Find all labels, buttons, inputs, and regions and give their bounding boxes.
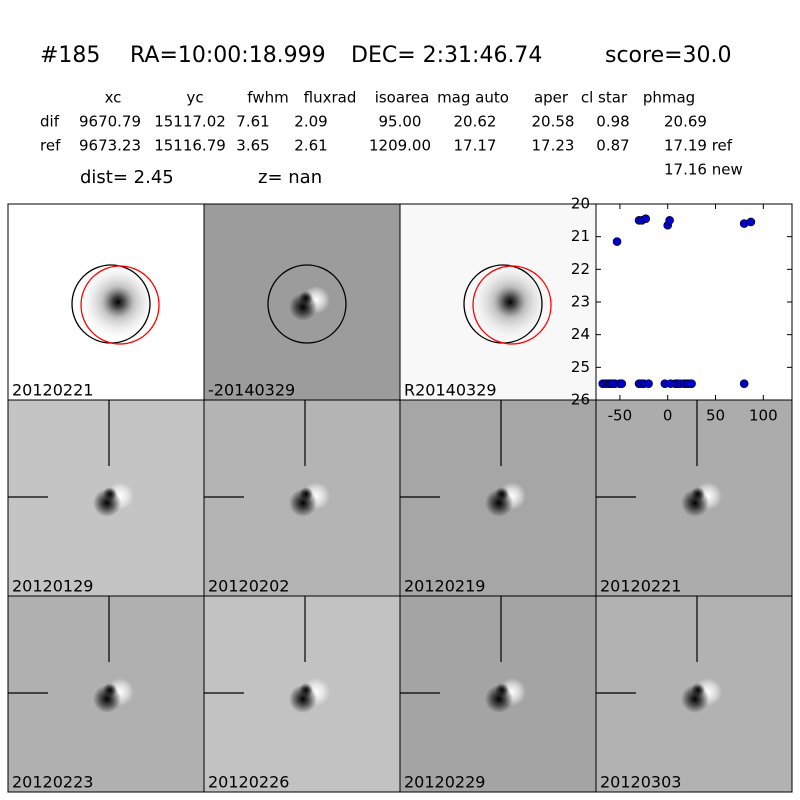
cell: 15116.79 bbox=[154, 137, 226, 155]
y-tick-label: 20 bbox=[571, 195, 590, 213]
y-tick-label: 24 bbox=[571, 325, 590, 343]
image-panel: 20120221 bbox=[595, 399, 793, 597]
image-panel: 20120129 bbox=[7, 399, 205, 597]
new-circle bbox=[80, 265, 160, 345]
image-panel: 20120226 bbox=[203, 595, 401, 793]
cell: 2.09 bbox=[294, 113, 327, 131]
column-header: mag auto bbox=[437, 89, 509, 107]
dec: DEC= 2:31:46.74 bbox=[351, 43, 542, 68]
cell: 20.69 bbox=[664, 113, 707, 131]
star bbox=[470, 262, 550, 342]
panel-label: 20120229 bbox=[404, 773, 485, 792]
column-header: phmag bbox=[643, 89, 695, 107]
column-header: cl star bbox=[581, 89, 628, 107]
panel-label: 20120219 bbox=[404, 577, 485, 596]
cell: 95.00 bbox=[379, 113, 422, 131]
y-tick-label: 21 bbox=[571, 227, 590, 245]
cell: 20.58 bbox=[532, 113, 575, 131]
panel-label: 20120303 bbox=[600, 773, 681, 792]
image-panel: 20120221 bbox=[7, 203, 205, 401]
row-label: ref bbox=[40, 137, 61, 155]
point bbox=[739, 379, 749, 388]
dipole-core bbox=[691, 683, 705, 697]
x-tick-label: -50 bbox=[608, 407, 633, 425]
image-panel: R20140329 bbox=[399, 203, 597, 401]
cell: 0.98 bbox=[596, 113, 629, 131]
dipole-core bbox=[103, 683, 117, 697]
image-panel: 20120223 bbox=[7, 595, 205, 793]
cell: 9673.23 bbox=[79, 137, 141, 155]
point bbox=[612, 237, 622, 246]
cell: 17.23 bbox=[532, 137, 575, 155]
dipole-core bbox=[691, 487, 705, 501]
point bbox=[644, 379, 653, 388]
x-tick-label: 0 bbox=[663, 407, 673, 425]
dipole-core bbox=[299, 291, 313, 305]
y-tick-label: 26 bbox=[571, 391, 590, 409]
column-header: fwhm bbox=[247, 89, 288, 107]
x-tick-label: 50 bbox=[706, 407, 725, 425]
cell: 9670.79 bbox=[79, 113, 141, 131]
dipole-core bbox=[495, 487, 509, 501]
image-panel: 20120219 bbox=[399, 399, 597, 597]
y-tick-label: 23 bbox=[571, 293, 590, 311]
dipole-core bbox=[299, 487, 313, 501]
x-tick-label: 100 bbox=[749, 407, 778, 425]
point bbox=[617, 379, 627, 388]
cell: 0.87 bbox=[596, 137, 629, 155]
panel-label: R20140329 bbox=[404, 381, 497, 400]
y-tick-label: 25 bbox=[571, 358, 590, 376]
star bbox=[78, 262, 158, 342]
cell: 15117.02 bbox=[154, 113, 226, 131]
ref-circle bbox=[267, 264, 347, 344]
point bbox=[665, 216, 674, 225]
panel-label: 20120221 bbox=[12, 381, 93, 400]
z: z= nan bbox=[258, 167, 322, 188]
row-label: dif bbox=[40, 113, 60, 131]
new-circle bbox=[472, 265, 552, 345]
column-header: isoarea bbox=[375, 89, 430, 107]
panel-label: 20120129 bbox=[12, 577, 93, 596]
column-header: aper bbox=[534, 89, 569, 107]
panel-label: 20120202 bbox=[208, 577, 289, 596]
cell: 1209.00 bbox=[369, 137, 431, 155]
column-header: xc bbox=[105, 89, 122, 107]
cell: 17.17 bbox=[454, 137, 497, 155]
column-header: yc bbox=[186, 89, 203, 107]
column-header: fluxrad bbox=[304, 89, 357, 107]
phmag-new: 17.16 new bbox=[664, 161, 743, 179]
cell: 17.19 ref bbox=[664, 137, 733, 155]
plot-area bbox=[595, 203, 793, 401]
score: score=30.0 bbox=[605, 43, 732, 68]
dipole-core bbox=[495, 683, 509, 697]
dipole-core bbox=[299, 683, 313, 697]
image-panel: -20140329 bbox=[203, 203, 401, 401]
panel-label: 20120221 bbox=[600, 577, 681, 596]
panel-label: 20120226 bbox=[208, 773, 289, 792]
point bbox=[746, 217, 756, 227]
y-tick-label: 22 bbox=[571, 260, 590, 278]
dipole-core bbox=[103, 487, 117, 501]
point bbox=[687, 379, 696, 388]
dist: dist= 2.45 bbox=[80, 167, 174, 188]
image-panel: 20120202 bbox=[203, 399, 401, 597]
object-id: #185 bbox=[40, 43, 100, 68]
cell: 3.65 bbox=[236, 137, 269, 155]
cell: 20.62 bbox=[454, 113, 497, 131]
cell: 2.61 bbox=[294, 137, 327, 155]
image-panel: 20120303 bbox=[595, 595, 793, 793]
panel-label: 20120223 bbox=[12, 773, 93, 792]
cell: 7.61 bbox=[236, 113, 269, 131]
image-panel: 20120229 bbox=[399, 595, 597, 793]
ra: RA=10:00:18.999 bbox=[130, 43, 326, 68]
point bbox=[641, 214, 651, 223]
panel-label: -20140329 bbox=[208, 381, 295, 400]
